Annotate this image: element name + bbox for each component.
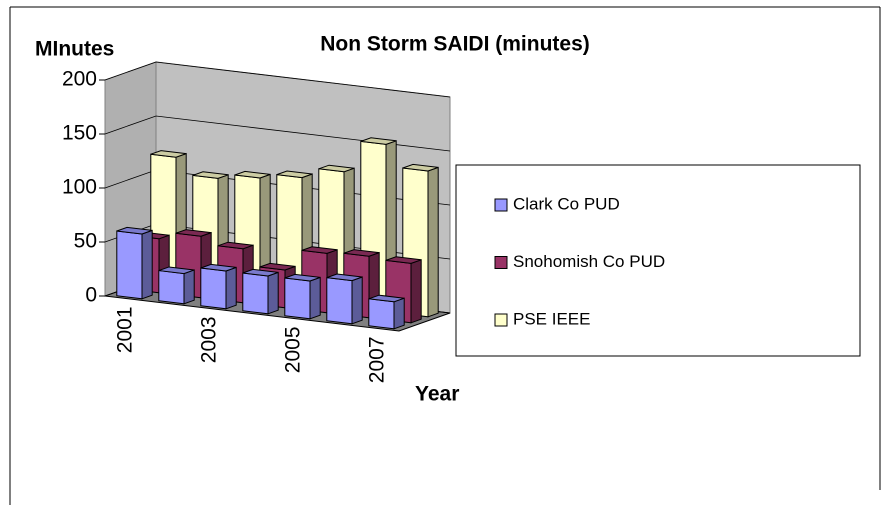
bar-side xyxy=(225,266,237,310)
y-axis-title: MInutes xyxy=(35,38,114,61)
bar-top xyxy=(175,229,212,237)
bar-side xyxy=(183,269,195,305)
legend-label: PSE IEEE xyxy=(513,309,590,328)
bar-front xyxy=(158,269,185,305)
bar-top xyxy=(301,246,338,254)
bar-side xyxy=(309,276,321,320)
bar-top xyxy=(284,273,321,282)
bar xyxy=(242,268,279,315)
bar xyxy=(368,294,405,330)
bar-top xyxy=(116,226,153,235)
legend-swatch xyxy=(494,313,508,327)
bar-side xyxy=(410,259,422,324)
bar-side xyxy=(141,229,153,300)
bar-side xyxy=(351,276,363,325)
bar-top xyxy=(385,256,422,264)
bar-front xyxy=(242,272,269,315)
bar-top xyxy=(402,163,439,172)
grid-line xyxy=(104,115,451,152)
bar-top xyxy=(158,266,195,275)
x-axis-title: Year xyxy=(415,383,459,406)
bar xyxy=(116,226,153,300)
bar-front xyxy=(284,277,311,320)
bar-side xyxy=(393,297,405,330)
legend-label: Clark Co PUD xyxy=(513,194,620,213)
bar-top xyxy=(217,241,254,250)
x-tick-label: 2003 xyxy=(198,317,221,364)
legend-swatch xyxy=(494,256,508,269)
bar xyxy=(200,263,237,310)
bar-front xyxy=(326,277,353,325)
bar-top xyxy=(259,262,296,271)
bar-top xyxy=(326,273,363,282)
y-tick-label: 0 xyxy=(85,284,97,307)
bar xyxy=(326,273,363,325)
y-tick-label: 200 xyxy=(62,68,97,91)
legend-swatch xyxy=(494,198,508,212)
bar-top xyxy=(276,170,313,179)
bar-front xyxy=(368,298,395,330)
x-tick-label: 2001 xyxy=(114,307,137,354)
y-tick-label: 150 xyxy=(62,122,97,145)
bar xyxy=(158,266,195,305)
bar-front xyxy=(200,267,227,310)
bar-top xyxy=(368,294,405,303)
bar xyxy=(284,273,321,320)
bar-front xyxy=(116,230,143,300)
bar-top xyxy=(343,249,380,257)
grid-line xyxy=(104,61,451,98)
bar-top xyxy=(242,268,279,277)
bar-side xyxy=(267,271,279,315)
bar-top xyxy=(192,171,229,179)
x-tick-label: 2007 xyxy=(366,337,389,384)
chart-title: Non Storm SAIDI (minutes) xyxy=(320,33,590,56)
legend-label: Snohomish Co PUD xyxy=(513,252,665,271)
bar-side xyxy=(427,166,439,318)
bar-top xyxy=(234,170,271,179)
y-tick-label: 100 xyxy=(62,176,97,199)
bar-top xyxy=(318,164,355,173)
y-tick-label: 50 xyxy=(74,230,97,253)
bar-top xyxy=(200,263,237,272)
bar-top xyxy=(150,150,187,158)
bar-top xyxy=(360,137,397,145)
x-tick-label: 2005 xyxy=(282,327,305,374)
legend xyxy=(455,164,861,357)
